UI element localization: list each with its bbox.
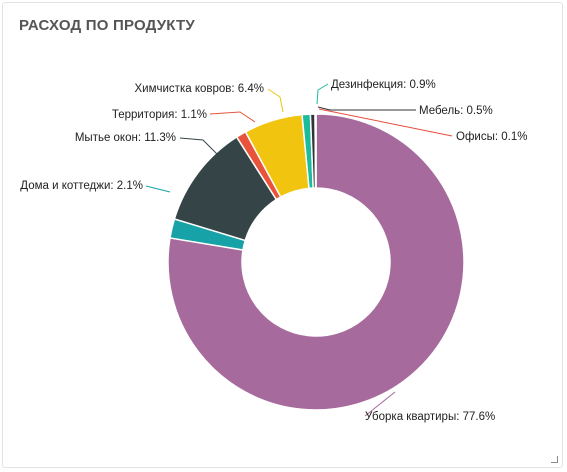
leader-line-уборка-квартиры <box>364 391 396 417</box>
slice-label-территория: Территория: 1.1% <box>112 109 207 121</box>
leader-line-мытье-окон <box>179 137 219 156</box>
leader-line-дезинфекция <box>316 83 329 105</box>
slice-label-уборка-квартиры: Уборка квартиры: 77.6% <box>365 411 495 423</box>
slice-офисы[interactable] <box>314 113 317 189</box>
slice-label-офисы: Офисы: 0.1% <box>456 131 527 143</box>
leader-line-дома-и-коттеджи <box>145 185 171 193</box>
leader-line-мебель <box>317 106 416 111</box>
leader-line-территория <box>209 111 256 123</box>
leader-line-офисы <box>318 108 453 137</box>
slice-label-дома-и-коттеджи: Дома и коттеджи: 2.1% <box>20 180 143 192</box>
slice-уборка-квартиры[interactable] <box>167 113 465 411</box>
chart-title: РАСХОД ПО ПРОДУКТУ <box>19 17 195 34</box>
slice-label-дезинфекция: Дезинфекция: 0.9% <box>331 79 436 91</box>
resize-grip-icon[interactable] <box>551 456 558 463</box>
slice-label-мебель: Мебель: 0.5% <box>419 105 493 117</box>
slice-label-мытье-окон: Мытье окон: 11.3% <box>75 132 176 144</box>
slice-label-химчистка-ковров: Химчистка ковров: 6.4% <box>135 83 264 95</box>
leader-line-химчистка-ковров <box>267 88 284 113</box>
